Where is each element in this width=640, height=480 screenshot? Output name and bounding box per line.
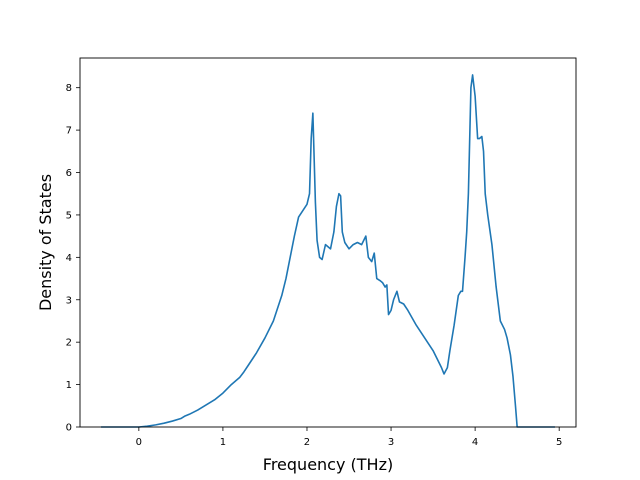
x-axis-ticks: 0 1 2 3 4 5	[136, 427, 562, 448]
y-tick-label: 8	[66, 83, 72, 94]
x-tick-label: 2	[304, 437, 310, 448]
y-axis-label: Density of States	[36, 174, 55, 311]
x-tick-label: 4	[472, 437, 478, 448]
plot-frame	[79, 57, 577, 428]
x-tick-label: 0	[136, 437, 142, 448]
y-tick-label: 1	[66, 380, 72, 391]
y-tick-label: 3	[66, 295, 72, 306]
y-tick-label: 6	[66, 168, 72, 179]
x-tick-label: 5	[556, 437, 562, 448]
plot-line-layer	[101, 74, 555, 428]
y-tick-label: 7	[66, 126, 72, 137]
y-tick-label: 4	[66, 253, 72, 264]
y-axis-ticks: 0 1 2 3 4 5 6 7 8	[66, 83, 80, 434]
y-tick-label: 0	[66, 423, 72, 434]
series-line-0	[101, 74, 555, 428]
y-tick-label: 2	[66, 338, 72, 349]
y-tick-label: 5	[66, 210, 72, 221]
x-tick-label: 1	[220, 437, 226, 448]
x-axis-label: Frequency (THz)	[263, 455, 393, 474]
x-tick-label: 3	[388, 437, 394, 448]
